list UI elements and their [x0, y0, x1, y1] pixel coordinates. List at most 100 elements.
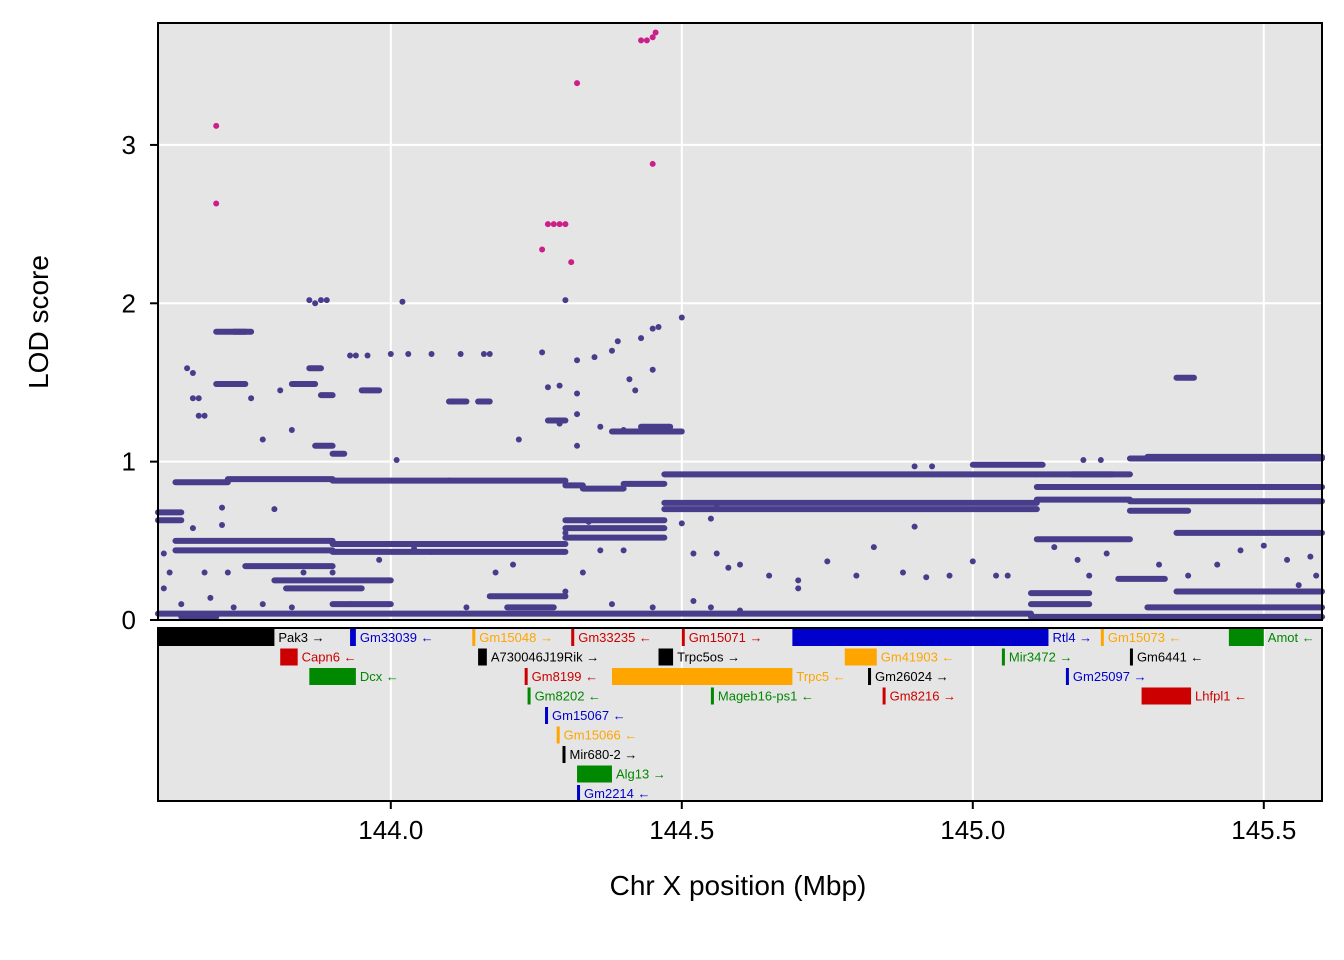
data-point — [219, 521, 226, 528]
data-point — [195, 395, 202, 402]
gene-label: Gm26024 → — [875, 669, 949, 684]
gene-label: Gm15071 → — [689, 630, 763, 645]
data-point — [312, 300, 319, 307]
data-point — [649, 325, 656, 332]
gene-label: Gm15067 ← — [552, 708, 626, 723]
data-point — [166, 569, 173, 576]
gene-label: Gm8199 ← — [532, 669, 598, 684]
data-point — [288, 426, 295, 433]
highlight-point — [638, 37, 645, 44]
gene-label: Rtl4 → — [1052, 630, 1092, 645]
data-point — [201, 569, 208, 576]
data-point — [713, 550, 720, 557]
highlight-point — [556, 221, 563, 228]
y-axis-ticks: 0 1 2 3 — [122, 130, 158, 635]
data-point — [707, 515, 714, 522]
gene-bar — [577, 785, 581, 802]
highlight-point — [550, 221, 557, 228]
highlight-point — [649, 160, 656, 167]
gene-label: Trpc5 ← — [796, 669, 845, 684]
data-point — [795, 585, 802, 592]
data-point — [707, 604, 714, 611]
gene-label: Gm15048 → — [479, 630, 553, 645]
x-tick-label: 144.0 — [358, 815, 423, 845]
data-point — [510, 561, 517, 568]
gene-label: Gm6441 ← — [1137, 650, 1203, 665]
data-point — [457, 350, 464, 357]
gene-label: Dcx ← — [360, 669, 399, 684]
data-point — [690, 550, 697, 557]
data-point — [515, 436, 522, 443]
gene-bar — [562, 746, 566, 763]
data-point — [766, 572, 773, 579]
gene-bar — [611, 668, 793, 685]
y-tick-label: 3 — [122, 130, 136, 160]
gene-bar — [1141, 687, 1192, 705]
data-point — [259, 436, 266, 443]
data-point — [428, 548, 435, 555]
data-point — [649, 366, 656, 373]
gene-label: Capn6 ← — [302, 650, 357, 665]
highlight-point — [539, 246, 546, 253]
data-point — [347, 352, 354, 359]
data-point — [562, 529, 569, 536]
highlight-point — [643, 37, 650, 44]
gene-bar — [158, 629, 275, 646]
gene-bar — [1129, 648, 1133, 666]
data-point — [1074, 556, 1081, 563]
gene-bar — [577, 765, 612, 783]
data-point — [224, 569, 231, 576]
data-point — [562, 588, 569, 595]
data-point — [288, 604, 295, 611]
gene-label: Gm8202 ← — [535, 689, 601, 704]
gene-label: Pak3 → — [278, 630, 324, 645]
data-point — [911, 463, 918, 470]
gene-bar — [1065, 668, 1069, 685]
data-point — [655, 324, 662, 331]
data-point — [160, 585, 167, 592]
data-point — [411, 545, 418, 552]
data-point — [574, 411, 581, 418]
highlight-point — [652, 29, 659, 36]
data-point — [219, 504, 226, 511]
highlight-point — [213, 200, 220, 207]
highlight-point — [574, 80, 581, 87]
data-point — [1260, 542, 1267, 549]
highlight-point — [213, 122, 220, 129]
gene-label: Alg13 → — [616, 767, 666, 782]
data-point — [189, 369, 196, 376]
data-point — [189, 395, 196, 402]
x-tick-label: 144.5 — [649, 815, 714, 845]
data-point — [1284, 556, 1291, 563]
data-point — [352, 352, 359, 359]
y-axis-title: LOD score — [23, 255, 54, 389]
data-point — [579, 569, 586, 576]
data-point — [620, 426, 627, 433]
data-point — [1237, 547, 1244, 554]
data-point — [591, 354, 598, 361]
x-axis-title: Chr X position (Mbp) — [610, 870, 867, 901]
data-point — [329, 569, 336, 576]
data-point — [539, 349, 546, 356]
data-point — [713, 501, 720, 508]
gene-bar — [556, 726, 560, 744]
data-point — [574, 357, 581, 364]
data-point — [678, 520, 685, 527]
data-point — [428, 350, 435, 357]
gene-bar — [545, 707, 549, 724]
gene-bar — [681, 629, 685, 646]
data-point — [946, 572, 953, 579]
data-point — [306, 297, 313, 304]
data-point — [1214, 561, 1221, 568]
data-point — [1103, 550, 1110, 557]
data-point — [317, 297, 324, 304]
data-point — [649, 604, 656, 611]
data-point — [824, 558, 831, 565]
gene-bar — [658, 648, 674, 666]
data-point — [195, 412, 202, 419]
data-point — [556, 382, 563, 389]
data-point — [463, 604, 470, 611]
data-point — [271, 506, 278, 513]
data-point — [1097, 457, 1104, 464]
data-point — [393, 457, 400, 464]
